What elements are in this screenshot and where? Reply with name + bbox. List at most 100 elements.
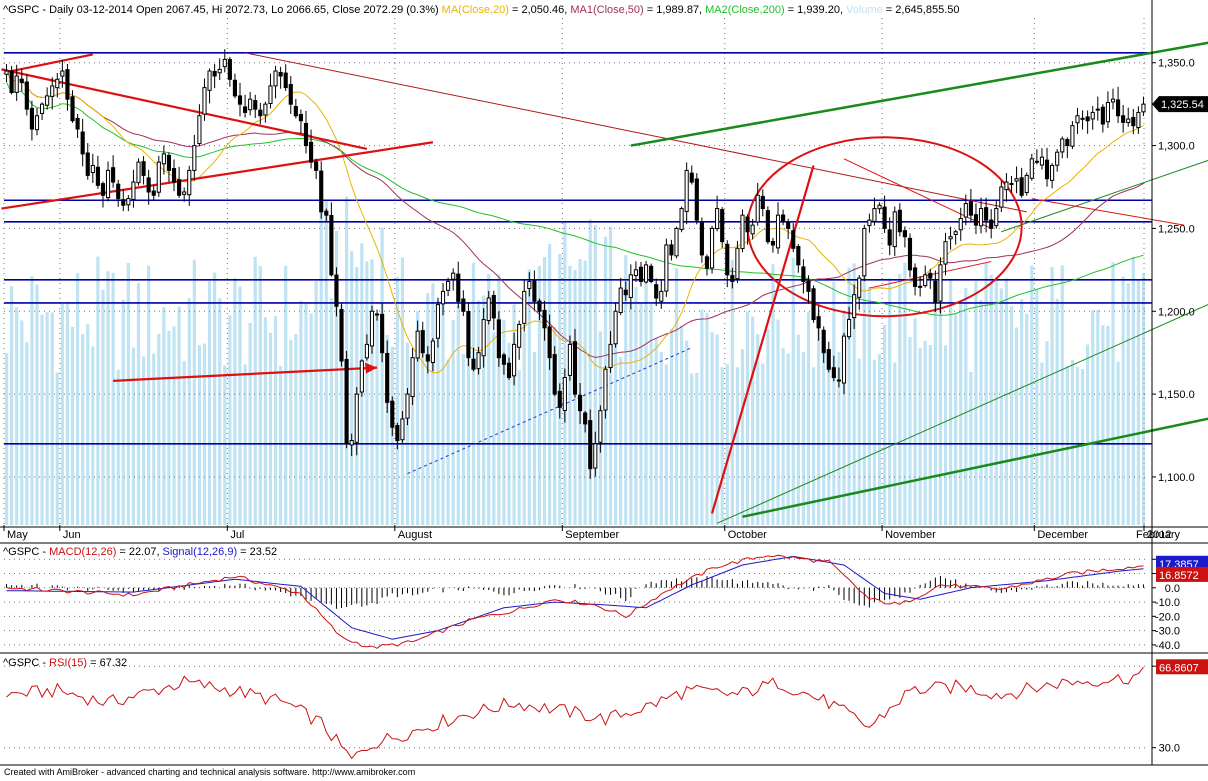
candle-body [116, 183, 121, 200]
volume-bar [619, 357, 623, 525]
candle-body [1029, 158, 1034, 179]
candle-body [699, 222, 704, 256]
candle-body [400, 418, 405, 441]
rsi-panel [4, 665, 1146, 760]
volume-bar [913, 318, 917, 525]
candle-body [547, 326, 552, 359]
candle-body [882, 206, 887, 229]
volume-bar [45, 312, 49, 525]
volume-bar [1101, 325, 1105, 525]
ma20-value: = 2,050.46, [509, 4, 567, 16]
volume-bar [177, 306, 181, 525]
volume-bar [4, 353, 9, 525]
volume-bar [187, 298, 191, 525]
candlesticks [4, 49, 1146, 479]
candle-body [293, 106, 298, 117]
ma50-label: MA1(Close,50) [570, 4, 643, 16]
candle-body [1090, 111, 1095, 120]
volume-bar [634, 287, 638, 525]
volume-bar [441, 301, 445, 525]
candle-body [958, 217, 963, 231]
volume-bar [923, 340, 927, 525]
candle-body [415, 330, 420, 359]
volume-bar [842, 310, 846, 525]
volume-bar [583, 260, 587, 525]
candle-body [1065, 139, 1070, 147]
candle-body [430, 340, 435, 363]
candle-body [852, 294, 857, 319]
volume-bar [847, 267, 851, 525]
volume-bar [624, 255, 628, 525]
candle-body [907, 237, 913, 271]
candle-body [1070, 125, 1075, 147]
volume-bar [629, 303, 633, 525]
volume-bar [65, 301, 70, 525]
volume-bar [1121, 276, 1125, 525]
candle-body [121, 199, 126, 206]
candle-body [796, 245, 801, 266]
candle-body [364, 343, 369, 359]
candle-body [872, 208, 877, 222]
candle-body [674, 227, 679, 257]
date-tick-label: December [1037, 529, 1088, 541]
candle-body [410, 357, 415, 398]
volume-bar [999, 288, 1003, 525]
volume-bar [827, 357, 831, 525]
volume-bar [669, 328, 674, 525]
volume-bar [25, 342, 29, 525]
candle-body [603, 368, 608, 411]
candle-body [588, 420, 593, 470]
candle-body [481, 319, 486, 357]
footer-credit: Created with AmiBroker - advanced charti… [4, 767, 416, 777]
ma50-value: = 1,989.87, [644, 4, 702, 16]
red-arrow-head [365, 362, 378, 374]
candle-body [39, 103, 45, 114]
candle-body [522, 290, 527, 324]
volume-bar [421, 329, 425, 525]
volume-bar [456, 305, 460, 525]
candle-body [374, 313, 380, 316]
candle-body [791, 230, 796, 249]
candle-body [806, 280, 811, 292]
candle-body [867, 219, 872, 227]
volume-bar [1060, 265, 1064, 525]
candle-body [877, 204, 882, 210]
rsi-line [6, 666, 1144, 760]
candle-body [1141, 103, 1146, 113]
candle-body [1136, 111, 1141, 129]
volume-bar [959, 300, 963, 525]
volume-bar [60, 303, 64, 525]
candle-body [212, 70, 217, 77]
candle-body [1034, 160, 1039, 163]
candle-body [989, 219, 994, 229]
last-price-label: 1,325.54 [1161, 99, 1204, 111]
volume-bar [674, 268, 679, 525]
volume-bar [928, 344, 932, 525]
headline: ^GSPC - Daily 03-12-2014 Open 2067.45, H… [3, 4, 439, 16]
candle-body [45, 95, 50, 106]
volume-bar [1091, 310, 1095, 525]
candle-body [725, 243, 730, 276]
volume-bar [258, 266, 262, 525]
candle-body [339, 309, 344, 362]
candle-body [841, 335, 847, 384]
volume-bar [289, 339, 293, 525]
volume-bar [898, 273, 902, 525]
volume-bar [883, 324, 887, 525]
candle-body [1019, 177, 1024, 196]
volume-bar [350, 251, 354, 525]
candle-body [892, 211, 897, 248]
candle-body [999, 186, 1004, 208]
volume-bar [740, 349, 745, 525]
candle-body [760, 195, 765, 210]
volume-bar [527, 269, 531, 525]
volume-bar [695, 372, 699, 525]
volume-bar [608, 226, 613, 526]
volume-bar [446, 359, 450, 525]
candle-body [923, 274, 928, 287]
candle-body [933, 280, 938, 304]
macd-panel [4, 554, 1146, 649]
candle-body [1044, 159, 1050, 180]
signal-line [6, 555, 1144, 640]
candle-body [770, 241, 776, 246]
